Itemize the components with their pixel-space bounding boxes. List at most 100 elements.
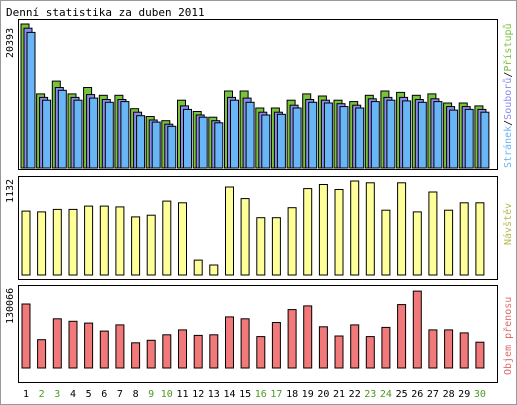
bar-Stránek-28 bbox=[449, 109, 459, 169]
x-label-4: 4 bbox=[70, 389, 76, 400]
bar-visits-19 bbox=[303, 188, 313, 276]
bar-kbytes-4 bbox=[68, 320, 78, 369]
bar-kbytes-15 bbox=[240, 318, 250, 369]
x-label-25: 25 bbox=[396, 389, 408, 400]
bar-Stránek-10 bbox=[167, 125, 177, 169]
kbytes-ymax-label: 130066 bbox=[5, 288, 16, 324]
bar-kbytes-17 bbox=[271, 322, 281, 369]
bar-Stránek-26 bbox=[417, 101, 427, 169]
bar-Stránek-4 bbox=[73, 99, 83, 169]
bar-kbytes-8 bbox=[131, 342, 141, 369]
x-label-17: 17 bbox=[270, 389, 282, 400]
bar-visits-24 bbox=[381, 209, 391, 276]
bar-Stránek-24 bbox=[386, 99, 396, 169]
bar-kbytes-19 bbox=[303, 305, 313, 369]
bar-visits-17 bbox=[271, 217, 281, 276]
bar-visits-26 bbox=[412, 211, 422, 276]
bar-kbytes-26 bbox=[412, 290, 422, 369]
bar-visits-23 bbox=[365, 182, 375, 276]
bar-visits-16 bbox=[256, 217, 266, 276]
x-label-22: 22 bbox=[349, 389, 361, 400]
bar-kbytes-13 bbox=[209, 334, 219, 369]
bar-Stránek-8 bbox=[136, 115, 146, 169]
bar-kbytes-20 bbox=[318, 326, 328, 369]
bar-visits-27 bbox=[428, 191, 438, 276]
bar-visits-8 bbox=[131, 216, 141, 276]
bar-visits-20 bbox=[318, 184, 328, 276]
bar-visits-12 bbox=[193, 259, 203, 276]
bar-Stránek-27 bbox=[433, 101, 443, 169]
x-label-30: 30 bbox=[474, 389, 486, 400]
bar-visits-29 bbox=[459, 202, 469, 276]
bar-Stránek-17 bbox=[276, 113, 286, 169]
x-label-14: 14 bbox=[223, 389, 235, 400]
bar-kbytes-18 bbox=[287, 309, 297, 369]
bar-visits-14 bbox=[225, 186, 234, 276]
x-label-9: 9 bbox=[148, 389, 154, 400]
hits-bars bbox=[20, 23, 490, 169]
x-label-7: 7 bbox=[117, 389, 123, 400]
x-label-18: 18 bbox=[286, 389, 298, 400]
bar-visits-21 bbox=[334, 189, 344, 276]
bar-Stránek-30 bbox=[480, 111, 490, 169]
bar-kbytes-9 bbox=[146, 339, 156, 369]
bar-visits-22 bbox=[350, 180, 360, 276]
x-label-13: 13 bbox=[208, 389, 220, 400]
bar-Stránek-15 bbox=[245, 101, 255, 169]
visits-bars bbox=[21, 180, 485, 276]
bar-visits-25 bbox=[397, 182, 407, 276]
bar-visits-28 bbox=[444, 209, 454, 276]
bar-Stránek-11 bbox=[183, 108, 192, 169]
bar-Stránek-12 bbox=[198, 116, 208, 169]
bar-Stránek-16 bbox=[261, 114, 271, 169]
bar-Stránek-13 bbox=[214, 122, 224, 169]
legend-sep-2: / bbox=[503, 72, 514, 78]
bar-visits-13 bbox=[209, 264, 219, 276]
bar-Stránek-18 bbox=[292, 107, 302, 169]
hits-ymax-label: 20393 bbox=[5, 28, 16, 58]
legend-sep-1: / bbox=[503, 120, 514, 126]
bar-visits-15 bbox=[240, 198, 250, 276]
x-label-19: 19 bbox=[302, 389, 314, 400]
bar-kbytes-23 bbox=[365, 336, 375, 369]
bar-kbytes-7 bbox=[115, 324, 125, 369]
bar-Stránek-3 bbox=[57, 89, 67, 169]
bar-Stránek-22 bbox=[355, 107, 365, 169]
legend-files: Souborů bbox=[502, 78, 514, 120]
bar-kbytes-24 bbox=[381, 326, 391, 369]
x-label-27: 27 bbox=[427, 389, 439, 400]
x-label-24: 24 bbox=[380, 389, 392, 400]
bar-visits-7 bbox=[115, 206, 125, 276]
x-label-11: 11 bbox=[176, 389, 188, 400]
x-label-6: 6 bbox=[101, 389, 107, 400]
x-label-26: 26 bbox=[411, 389, 423, 400]
bar-kbytes-3 bbox=[52, 318, 62, 369]
legend-pages: Stránek bbox=[502, 126, 514, 168]
bar-kbytes-27 bbox=[428, 329, 438, 369]
x-label-2: 2 bbox=[39, 389, 45, 400]
bar-kbytes-5 bbox=[84, 322, 94, 369]
bar-Stránek-20 bbox=[323, 102, 333, 169]
bar-Stránek-21 bbox=[339, 106, 349, 169]
bar-Stránek-1 bbox=[26, 31, 36, 169]
bar-Stránek-14 bbox=[230, 99, 239, 169]
bar-Stránek-7 bbox=[120, 101, 130, 169]
x-label-29: 29 bbox=[458, 389, 470, 400]
bar-visits-3 bbox=[52, 208, 62, 276]
kbytes-legend: Objem přenosu bbox=[502, 297, 514, 375]
x-axis-labels: 1 2 3 4 5 6 7 8 9 10 11 12 13 14 15 16 17 18 19 20 21 22 23 24 2… bbox=[23, 389, 486, 400]
bar-visits-4 bbox=[68, 208, 78, 276]
bar-Stránek-2 bbox=[42, 99, 52, 169]
bar-Stránek-6 bbox=[104, 101, 114, 169]
x-label-8: 8 bbox=[133, 389, 139, 400]
bar-kbytes-14 bbox=[225, 316, 234, 369]
bar-kbytes-29 bbox=[459, 332, 469, 369]
x-label-12: 12 bbox=[192, 389, 204, 400]
bar-kbytes-22 bbox=[350, 324, 360, 369]
bar-kbytes-30 bbox=[475, 341, 485, 369]
bar-kbytes-10 bbox=[162, 334, 172, 369]
x-label-23: 23 bbox=[364, 389, 376, 400]
visits-legend: Návštěv bbox=[502, 203, 514, 245]
bar-kbytes-28 bbox=[444, 329, 454, 369]
x-label-20: 20 bbox=[317, 389, 329, 400]
